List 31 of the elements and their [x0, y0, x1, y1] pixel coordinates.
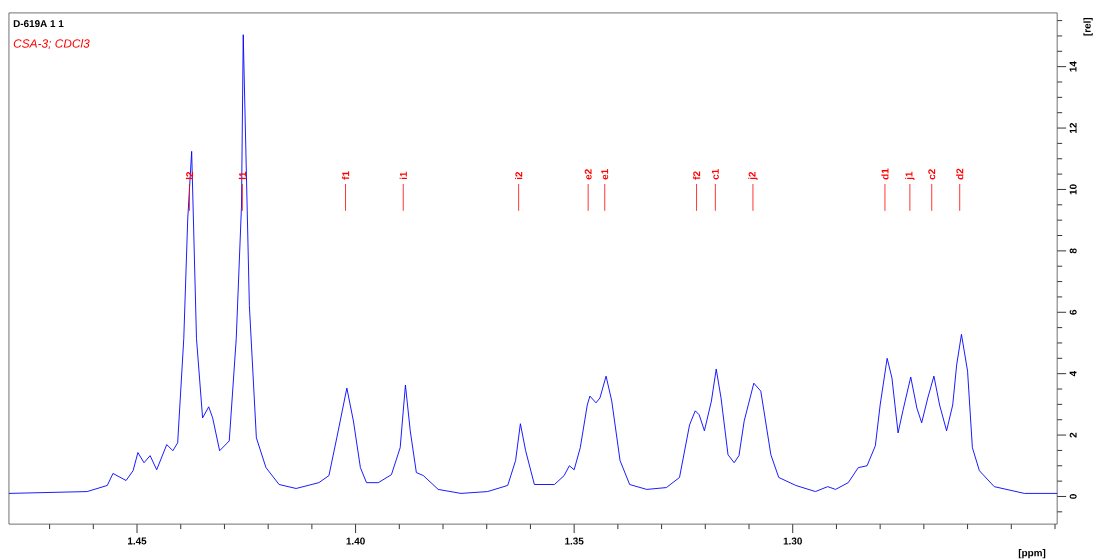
annotation: l2 [185, 171, 194, 179]
y-tick-label: 0 [1069, 493, 1077, 499]
y-axis-title: [rel] [1083, 17, 1093, 36]
text: D-619A 1 1 [13, 19, 64, 27]
line-series [8, 34, 1058, 494]
annotation: d2 [956, 168, 964, 180]
annotation: d1 [881, 168, 889, 180]
y-tick-label: 10 [1069, 184, 1077, 195]
y-tick-label: 8 [1069, 248, 1077, 254]
x-tick-label: 1.35 [565, 537, 584, 545]
annotation: e1 [601, 168, 609, 180]
annotation: c2 [928, 169, 936, 180]
annotation: e2 [584, 169, 592, 180]
y-tick-label: 14 [1069, 61, 1077, 72]
annotation: i1 [399, 171, 407, 179]
annotation: f1 [341, 171, 350, 180]
annotation: j1 [905, 171, 915, 180]
y-tick-label: 6 [1069, 309, 1077, 315]
annotation: c1 [711, 168, 719, 180]
x-tick-label: 1.40 [346, 537, 365, 545]
text: CSA-3; CDCl3 [13, 38, 90, 49]
x-tick-label: 1.45 [128, 537, 147, 545]
y-tick-label: 12 [1069, 122, 1077, 133]
annotation: i2 [515, 171, 523, 179]
x-tick-label: 1.30 [783, 537, 802, 545]
x-axis-title: [ppm] [1018, 548, 1046, 559]
annotation: j2 [748, 171, 758, 180]
y-tick-label: 2 [1069, 432, 1077, 438]
annotation: f2 [692, 171, 701, 180]
y-tick-label: 4 [1069, 370, 1077, 377]
annotation: l1 [238, 171, 246, 179]
